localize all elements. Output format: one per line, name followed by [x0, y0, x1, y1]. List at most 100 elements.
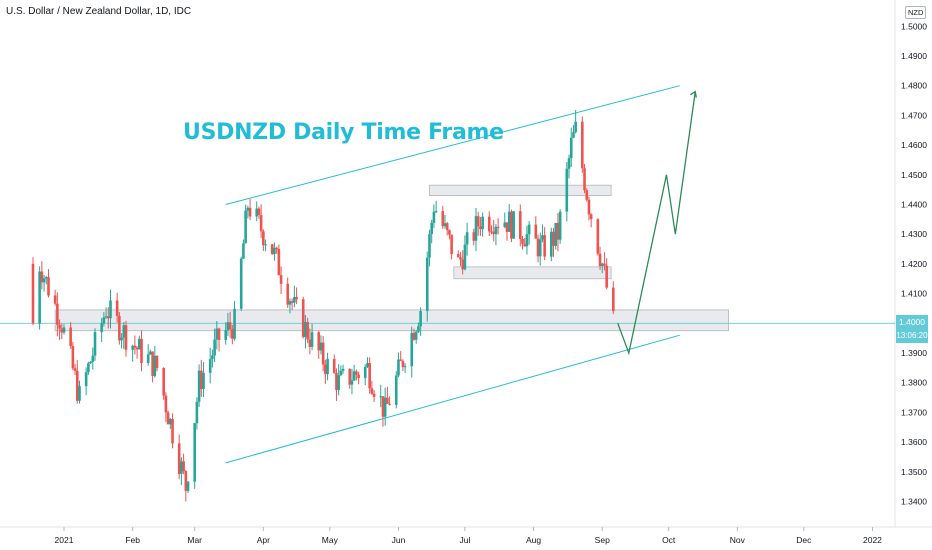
candle-body[interactable]	[536, 238, 540, 257]
candle-body[interactable]	[596, 219, 600, 254]
candle-body[interactable]	[534, 224, 538, 239]
candle-body[interactable]	[567, 158, 571, 169]
candle-body[interactable]	[401, 360, 405, 368]
candle-body[interactable]	[279, 275, 283, 284]
candle-body[interactable]	[441, 211, 445, 227]
candle-body[interactable]	[394, 375, 398, 405]
candle-body[interactable]	[388, 403, 391, 405]
channel-lower-line[interactable]	[225, 334, 680, 464]
candle-body[interactable]	[308, 339, 312, 347]
candle-body[interactable]	[381, 396, 385, 417]
candle-body[interactable]	[465, 232, 469, 245]
candle-body[interactable]	[295, 296, 298, 300]
candle-body[interactable]	[600, 263, 604, 267]
candle-body[interactable]	[301, 299, 305, 337]
candle-body[interactable]	[386, 397, 389, 404]
candle-body[interactable]	[286, 283, 290, 305]
candle-body[interactable]	[215, 328, 219, 340]
candle-body[interactable]	[335, 372, 338, 391]
candle-body[interactable]	[496, 226, 500, 228]
candle-body[interactable]	[180, 461, 183, 474]
candle-body[interactable]	[217, 328, 221, 340]
candle-body[interactable]	[448, 230, 451, 235]
candle-body[interactable]	[587, 199, 591, 215]
candle-body[interactable]	[233, 308, 236, 339]
candle-body[interactable]	[118, 315, 121, 341]
candle-body[interactable]	[71, 346, 75, 369]
candle-body[interactable]	[60, 328, 64, 333]
candle-body[interactable]	[494, 226, 498, 235]
candle-body[interactable]	[277, 249, 281, 276]
candle-body[interactable]	[255, 208, 259, 217]
candle-body[interactable]	[589, 214, 593, 220]
candle-body[interactable]	[572, 132, 575, 138]
candle-body[interactable]	[481, 216, 484, 230]
candle-body[interactable]	[430, 222, 433, 235]
candle-body[interactable]	[414, 331, 418, 340]
candle-body[interactable]	[306, 322, 309, 340]
candle-body[interactable]	[326, 358, 329, 375]
candle-body[interactable]	[304, 322, 307, 337]
candle-body[interactable]	[56, 303, 59, 325]
candle-body[interactable]	[40, 271, 44, 283]
candle-body[interactable]	[242, 243, 245, 259]
candle-body[interactable]	[138, 338, 141, 350]
candle-body[interactable]	[131, 345, 134, 350]
candle-body[interactable]	[383, 397, 387, 417]
candle-body[interactable]	[399, 359, 402, 361]
candle-body[interactable]	[518, 211, 522, 240]
candle-body[interactable]	[186, 481, 190, 491]
candle-body[interactable]	[337, 375, 340, 391]
candle-body[interactable]	[91, 355, 95, 362]
candle-body[interactable]	[31, 263, 35, 324]
candle-body[interactable]	[585, 190, 589, 200]
candle-body[interactable]	[58, 324, 61, 329]
candle-body[interactable]	[87, 363, 90, 373]
candle-body[interactable]	[550, 231, 553, 257]
candle-body[interactable]	[84, 372, 88, 387]
candle-body[interactable]	[332, 358, 336, 373]
candle-body[interactable]	[350, 380, 354, 385]
candle-body[interactable]	[319, 342, 323, 351]
candle-body[interactable]	[459, 257, 462, 260]
candle-body[interactable]	[151, 351, 154, 376]
candle-body[interactable]	[472, 232, 476, 241]
candle-body[interactable]	[200, 370, 203, 390]
candle-body[interactable]	[445, 223, 449, 231]
candle-body[interactable]	[403, 366, 407, 368]
candle-body[interactable]	[115, 300, 119, 316]
candle-body[interactable]	[425, 257, 429, 312]
candle-body[interactable]	[525, 234, 529, 247]
candle-body[interactable]	[184, 471, 188, 491]
candle-body[interactable]	[490, 231, 493, 233]
candle-body[interactable]	[246, 207, 250, 211]
candle-body[interactable]	[224, 330, 227, 340]
candle-body[interactable]	[259, 214, 263, 232]
candle-body[interactable]	[140, 338, 143, 363]
candle-body[interactable]	[149, 351, 152, 355]
candle-body[interactable]	[412, 332, 416, 340]
candle-body[interactable]	[603, 263, 606, 266]
candle-body[interactable]	[512, 211, 515, 239]
candle-body[interactable]	[197, 370, 201, 402]
candle-body[interactable]	[122, 325, 126, 338]
candle-body[interactable]	[226, 322, 230, 331]
candle-body[interactable]	[541, 235, 544, 240]
candle-body[interactable]	[565, 168, 569, 212]
candle-body[interactable]	[228, 322, 232, 330]
candle-body[interactable]	[419, 311, 422, 327]
candle-body[interactable]	[432, 211, 436, 223]
candle-body[interactable]	[397, 359, 400, 376]
candle-body[interactable]	[270, 244, 274, 255]
candle-body[interactable]	[492, 231, 496, 235]
candle-body[interactable]	[202, 372, 205, 390]
candle-body[interactable]	[38, 271, 41, 324]
candle-body[interactable]	[89, 361, 92, 364]
candle-body[interactable]	[463, 244, 467, 270]
currency-badge[interactable]: NZD	[905, 6, 927, 19]
candle-body[interactable]	[231, 329, 234, 339]
candle-body[interactable]	[552, 231, 555, 246]
candle-body[interactable]	[169, 418, 172, 425]
candle-body[interactable]	[133, 345, 137, 348]
